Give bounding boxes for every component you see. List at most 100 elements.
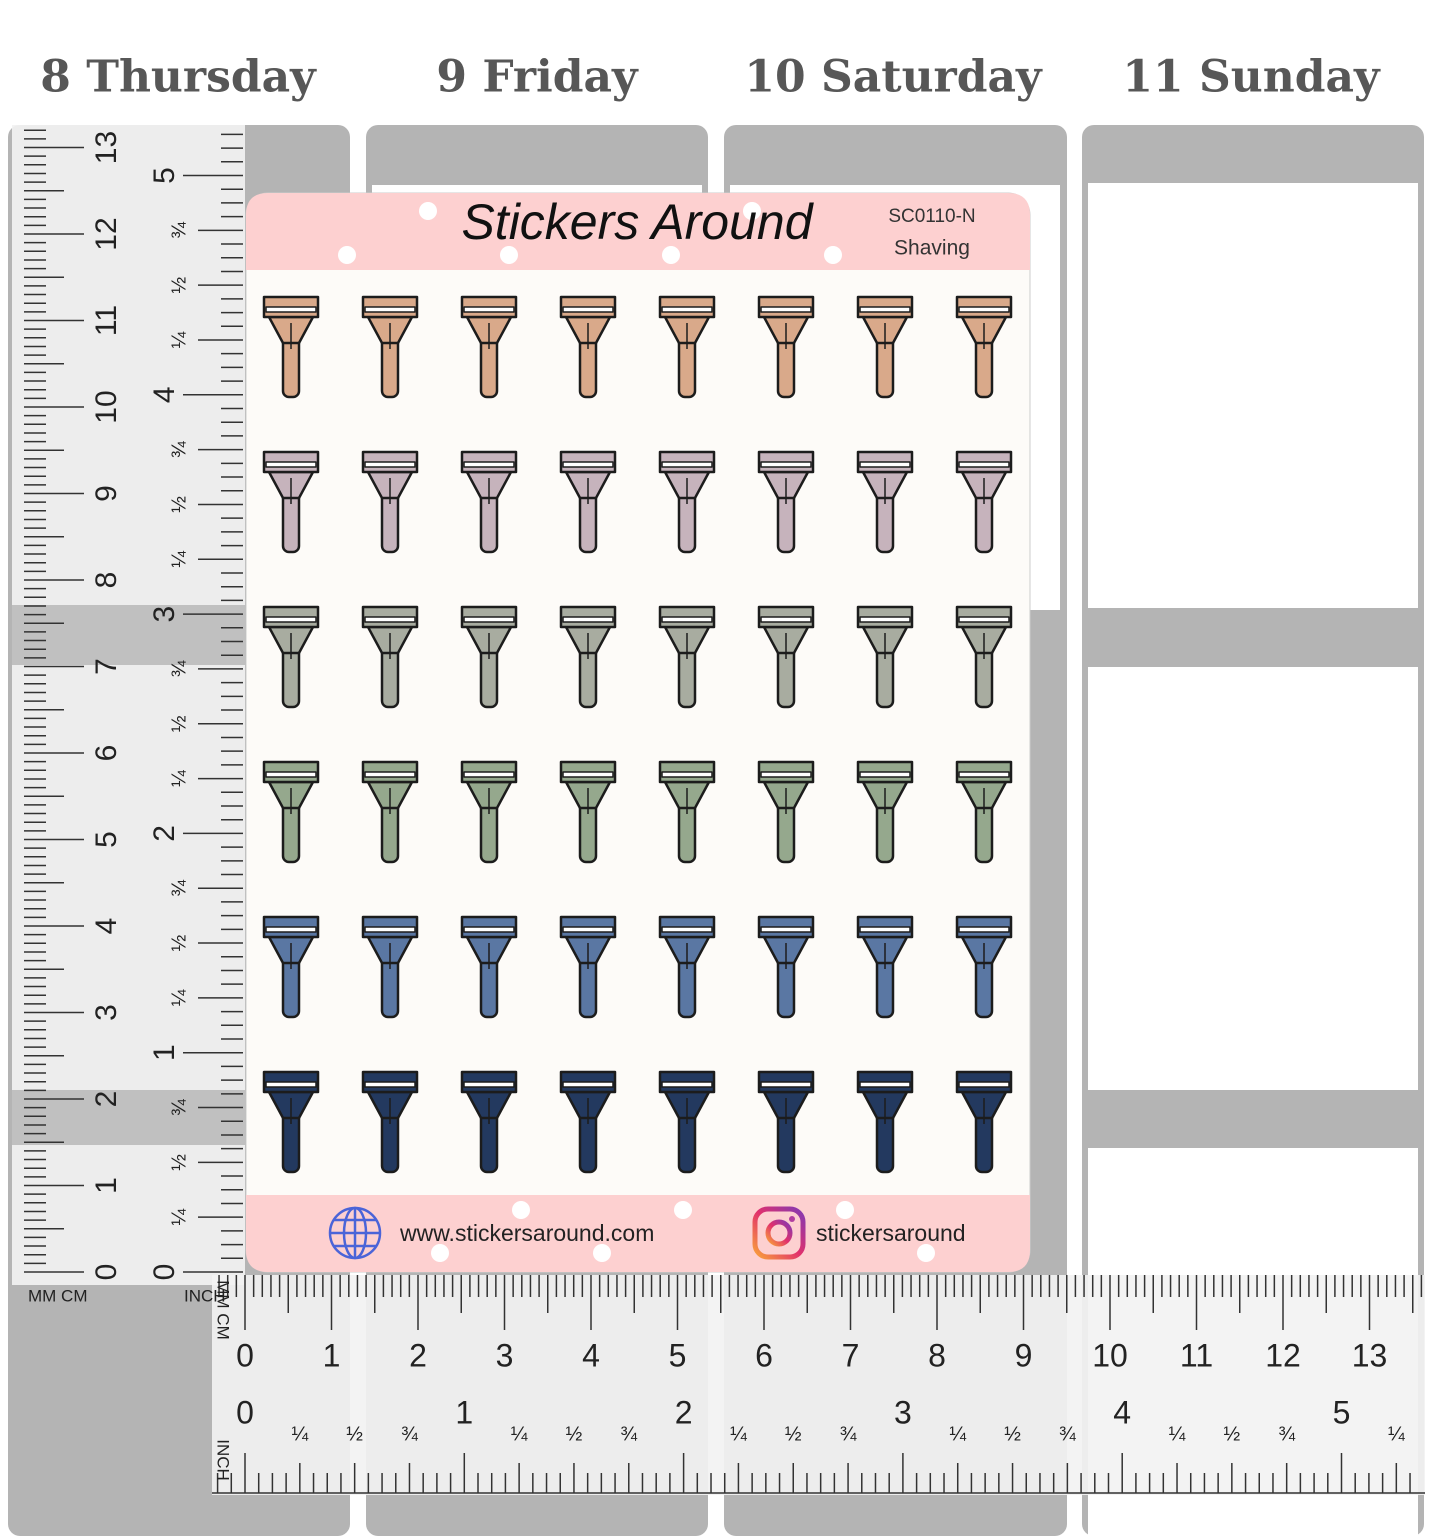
razor-blade — [661, 1081, 713, 1088]
razor — [460, 760, 518, 864]
razor — [757, 295, 815, 399]
razor-blade — [661, 926, 713, 933]
razor — [361, 295, 419, 399]
razor-blade — [760, 771, 812, 778]
cm-label: 5 — [90, 831, 123, 848]
instagram-icon — [752, 1206, 806, 1260]
inch-label: 5 — [1333, 1394, 1351, 1430]
razor-blade — [265, 771, 317, 778]
fraction-label: ¾ — [168, 880, 190, 897]
razor — [262, 915, 320, 1019]
razor-blade — [364, 616, 416, 623]
razor — [757, 760, 815, 864]
razor-blade — [463, 461, 515, 468]
razor-blade — [958, 461, 1010, 468]
cm-label: 9 — [1015, 1337, 1033, 1373]
bottom-ruler — [212, 1275, 1425, 1495]
inch-label: 4 — [148, 386, 181, 403]
razor-blade — [265, 461, 317, 468]
razor — [856, 915, 914, 1019]
cm-label: 1 — [90, 1177, 123, 1194]
razor — [460, 450, 518, 554]
fraction-label: ½ — [785, 1423, 802, 1445]
razor-blade — [562, 616, 614, 623]
razor — [856, 760, 914, 864]
razor-blade — [859, 461, 911, 468]
razor-blade — [661, 461, 713, 468]
cm-label: 10 — [1092, 1337, 1128, 1373]
inch-label: 1 — [148, 1044, 181, 1061]
fraction-label: ½ — [1224, 1423, 1241, 1445]
fraction-label: ¾ — [620, 1423, 637, 1445]
fraction-label: ½ — [566, 1423, 583, 1445]
fraction-label: ¼ — [168, 331, 190, 348]
razor-blade — [364, 1081, 416, 1088]
razor — [658, 1070, 716, 1174]
fraction-label: ¼ — [1388, 1423, 1405, 1445]
fraction-label: ¾ — [1278, 1423, 1295, 1445]
inch-label: 4 — [1113, 1394, 1131, 1430]
razor-blade — [760, 461, 812, 468]
fraction-label: ¾ — [168, 1099, 190, 1116]
razor-blade — [265, 926, 317, 933]
fraction-label: ½ — [168, 934, 190, 951]
razor — [559, 450, 617, 554]
sticker-sheet: Stickers Around SC0110-N Shaving www.sti… — [245, 192, 1031, 1273]
fraction-label: ½ — [1004, 1423, 1021, 1445]
razor-blade — [364, 306, 416, 313]
razor — [658, 450, 716, 554]
cm-label: 11 — [90, 305, 123, 336]
razor — [262, 605, 320, 709]
razor — [955, 605, 1013, 709]
razor-blade — [760, 616, 812, 623]
razor-blade — [265, 306, 317, 313]
razor — [559, 1070, 617, 1174]
fraction-label: ½ — [168, 276, 190, 293]
left-ruler-ticks — [24, 129, 243, 1273]
razor — [955, 760, 1013, 864]
cm-label: 2 — [90, 1091, 123, 1108]
sheet-code: SC0110-N — [888, 206, 975, 227]
cm-label: 4 — [582, 1337, 600, 1373]
razor-blade — [562, 771, 614, 778]
day-header: 11 Sunday — [1122, 52, 1381, 103]
razor-blade — [463, 306, 515, 313]
razor-blade — [958, 306, 1010, 313]
razor-blade — [958, 771, 1010, 778]
razor-blade — [859, 771, 911, 778]
day-header: 10 Saturday — [744, 52, 1043, 103]
razor — [757, 605, 815, 709]
razor-blade — [958, 1081, 1010, 1088]
razor — [559, 295, 617, 399]
razor-blade — [463, 926, 515, 933]
fraction-label: ¼ — [1169, 1423, 1186, 1445]
razor — [361, 605, 419, 709]
razor — [361, 1070, 419, 1174]
fraction-label: ¼ — [168, 1209, 190, 1226]
day-header: 9 Friday — [436, 52, 639, 103]
razor — [262, 295, 320, 399]
inch-label: 1 — [455, 1394, 473, 1430]
razor — [955, 450, 1013, 554]
razor — [757, 450, 815, 554]
website: www.stickersaround.com — [399, 1220, 654, 1246]
fraction-label: ¼ — [168, 989, 190, 1006]
sheet-name: Shaving — [894, 237, 970, 260]
razor-blade — [760, 1081, 812, 1088]
razor — [757, 1070, 815, 1174]
fraction-label: ¼ — [168, 551, 190, 568]
fraction-label: ¼ — [511, 1423, 528, 1445]
cm-label: 7 — [90, 658, 123, 675]
razor-blade — [364, 461, 416, 468]
razor-blade — [859, 926, 911, 933]
razor — [856, 605, 914, 709]
cm-label: 3 — [90, 1004, 123, 1021]
cm-label: 7 — [842, 1337, 860, 1373]
fraction-label: ¼ — [291, 1423, 308, 1445]
razor-blade — [265, 1081, 317, 1088]
razor — [658, 915, 716, 1019]
razor-blade — [859, 306, 911, 313]
razor-blade — [661, 616, 713, 623]
fraction-label: ¾ — [168, 222, 190, 239]
